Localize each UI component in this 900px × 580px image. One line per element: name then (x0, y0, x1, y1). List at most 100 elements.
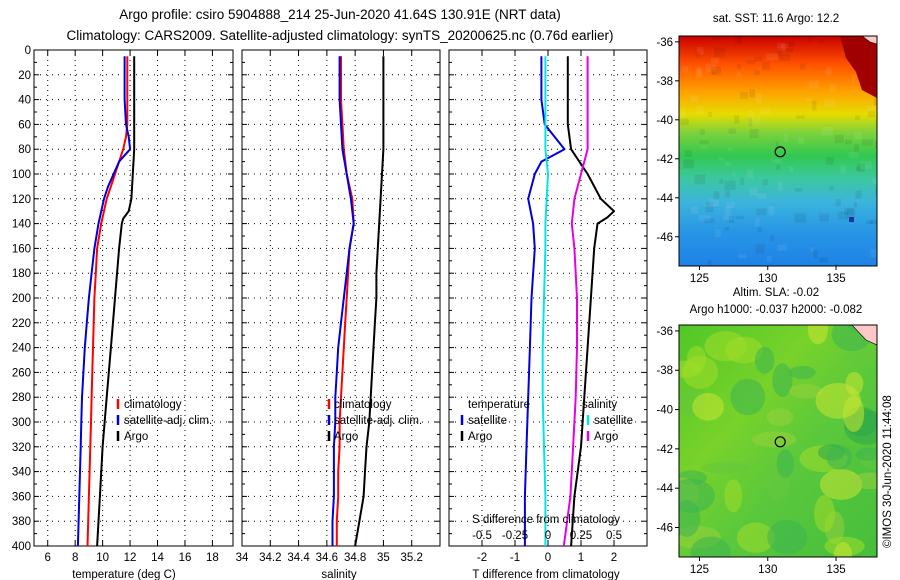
depth-tick-label: 360 (12, 491, 31, 503)
sst-pixel (788, 41, 795, 47)
sst-pixel (711, 36, 721, 40)
sst-pixel (870, 219, 877, 225)
sst-pixel (795, 115, 805, 119)
sst-pixel (777, 244, 787, 251)
sst-pixel (679, 108, 686, 118)
sst-map-panel: sat. SST: 11.6 Argo: 12.2 -36 -38 -40 -42 -4… (656, 13, 878, 285)
sst-pixel (866, 220, 873, 225)
sst-pixel (725, 206, 731, 216)
sla-land (851, 325, 877, 346)
sla-blob (788, 365, 816, 380)
sst-pixel (776, 48, 783, 55)
sst-pixel (700, 145, 708, 149)
x-tick-label: -1 (510, 552, 520, 564)
depth-tick-label: 400 (12, 541, 31, 553)
sla-blob (767, 519, 808, 555)
argo-float-marker (774, 146, 786, 158)
lat-tick-label: -42 (656, 154, 673, 166)
sst-pixel (819, 257, 828, 263)
sst-pixel (728, 128, 737, 134)
sst-pixel (698, 215, 710, 221)
x-tick-label: 34.4 (287, 552, 310, 564)
lon-tick-label: 125 (690, 564, 709, 576)
temperature-xlabel: temperature (deg C) (72, 569, 176, 580)
sst-pixel (873, 96, 877, 106)
x-tick-label: 18 (206, 552, 219, 564)
x-tick-label: 14 (151, 552, 164, 564)
depth-tick-label: 40 (18, 95, 31, 107)
sst-pixel (860, 161, 872, 169)
sla-blob (855, 447, 877, 461)
lat-tick-label: -44 (656, 483, 673, 495)
sst-pixel (862, 139, 873, 146)
sla-blob (826, 445, 852, 470)
sst-pixel (821, 127, 833, 136)
legend-label-t-satellite: satellite (468, 415, 507, 427)
sst-pixel (812, 100, 817, 111)
salinity-xlabel: salinity (321, 569, 356, 580)
sst-pixel (835, 198, 841, 206)
legend-label-argo: Argo (334, 431, 358, 443)
sst-pixel (748, 115, 761, 125)
series-line-temperature-satellite (523, 56, 566, 546)
lat-tick-label: -46 (656, 523, 673, 535)
sst-pixel (695, 51, 701, 57)
sst-pixel (779, 54, 791, 62)
sst-pixel (854, 131, 862, 140)
sst-texture (679, 36, 877, 266)
series-line-argo (354, 56, 385, 547)
lon-tick-label: 130 (758, 273, 777, 285)
legend-label-climatology: climatology (334, 399, 392, 411)
argo-float-marker (774, 436, 786, 448)
sst-pixel (778, 181, 783, 191)
sst-field (679, 36, 877, 266)
sst-pixel (699, 129, 705, 135)
sst-pixel (760, 107, 772, 115)
depth-tick-label: 260 (12, 367, 31, 379)
sst-pixel (697, 66, 701, 75)
sst-pixel (837, 211, 848, 220)
salinity-difference-legend: salinity satellite Argo (582, 399, 633, 443)
sst-pixel (776, 165, 781, 170)
sst-pixel (710, 66, 721, 75)
x-tick-label: 6 (45, 552, 51, 564)
legend-label-satellite: satellite-adj. clim. (334, 415, 422, 427)
sla-blob (776, 449, 794, 479)
sst-pixel (834, 264, 839, 266)
s-difference-tick-label: 0.5 (606, 530, 622, 542)
sst-pixel (728, 215, 735, 223)
series-line-salinity-satellite (541, 56, 549, 546)
legend-label-s-satellite: satellite (594, 415, 633, 427)
sst-pixel (749, 187, 758, 196)
sst-pixel (725, 190, 730, 198)
sla-map-panel: Altim. SLA: -0.02 Argo h1000: -0.037 h20… (656, 287, 878, 576)
depth-tick-label: 80 (18, 144, 31, 156)
depth-tick-label: 0 (25, 45, 31, 57)
sst-pixel (875, 187, 877, 196)
sst-pixel (853, 202, 858, 208)
depth-tick-label: 100 (12, 169, 31, 181)
sst-pixel (696, 47, 704, 55)
sla-blob (842, 351, 877, 364)
sst-pixel (704, 203, 715, 207)
x-tick-label: 16 (179, 552, 192, 564)
sst-map-axes: -36 -38 -40 -42 -44 -46 125 130 135 (656, 37, 845, 285)
sst-pixel (852, 74, 856, 84)
depth-axis: 0 20 40 60 80 100 120 140 160 180 200 220 240 260 280 3… (12, 45, 233, 553)
depth-tick-label: 60 (18, 119, 31, 131)
series-line-salinity-argo (562, 56, 589, 547)
lat-tick-label: -38 (656, 76, 673, 88)
lat-tick-label: -44 (656, 193, 673, 205)
sst-pixel (725, 161, 732, 166)
sst-pixel (740, 177, 744, 185)
sla-map-axes: -36 -38 -40 -42 -44 -46 125 130 135 (656, 326, 845, 576)
sst-pixel (746, 60, 756, 65)
sla-blob (754, 346, 775, 374)
sst-pixel (810, 247, 815, 252)
sst-map-title: sat. SST: 11.6 Argo: 12.2 (713, 13, 839, 25)
sst-pixel (694, 174, 706, 185)
sst-pixel (736, 71, 742, 77)
salinity-legend: climatology satellite-adj. clim. Argo (327, 399, 422, 443)
x-tick-label: 10 (96, 552, 109, 564)
lon-tick-label: 135 (826, 564, 845, 576)
